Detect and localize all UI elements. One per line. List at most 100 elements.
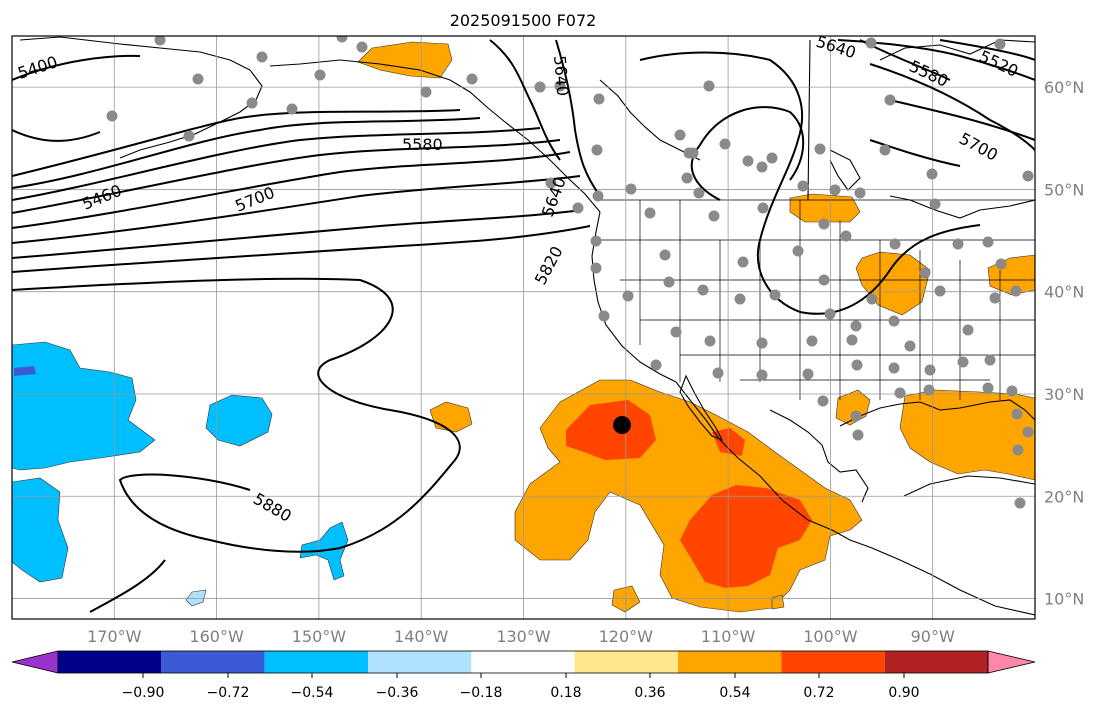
station-dot [851, 359, 863, 371]
station-dot [246, 97, 258, 109]
colorbar-segment [58, 651, 162, 673]
station-dot [598, 310, 610, 322]
station-dot [766, 152, 778, 164]
station-dot [659, 249, 671, 261]
colorbar-segment [471, 651, 575, 673]
station-dot [663, 276, 675, 288]
contour-label: 5580 [402, 135, 443, 154]
latitude-labels: 60°N 50°N 40°N 30°N 20°N 10°N [1044, 78, 1084, 608]
station-dot [866, 293, 878, 305]
station-dot [590, 235, 602, 247]
station-dot [1010, 285, 1022, 297]
station-dot [924, 364, 936, 376]
station-dot [1006, 385, 1018, 397]
station-dot [712, 367, 724, 379]
station-dot [757, 202, 769, 214]
lat-tick-label: 20°N [1044, 487, 1084, 506]
station-dot [719, 138, 731, 150]
station-dot [625, 183, 637, 195]
station-dot [806, 335, 818, 347]
station-dot [674, 129, 686, 141]
station-dot [534, 81, 546, 93]
station-dot [622, 290, 634, 302]
colorbar-tick-label: −0.36 [376, 685, 419, 701]
colorbar [11, 650, 1036, 674]
station-dot [888, 315, 900, 327]
colorbar-tick-label: 0.90 [888, 685, 919, 701]
station-dot [884, 94, 896, 106]
station-dot [994, 38, 1006, 50]
height-contours [12, 39, 1035, 613]
station-dot [420, 86, 432, 98]
station-dot [865, 37, 877, 49]
station-dot [982, 236, 994, 248]
colorbar-segment [264, 651, 368, 673]
colorbar-tick-label: −0.54 [291, 685, 334, 701]
station-dot [670, 326, 682, 338]
colorbar-tick-label: −0.90 [122, 685, 165, 701]
colorbar-extend-high [987, 650, 1036, 674]
station-dot [926, 168, 938, 180]
station-dot [592, 190, 604, 202]
station-dot [286, 103, 298, 115]
station-dot [769, 289, 781, 301]
map-frame [11, 35, 1036, 620]
station-dot [894, 387, 906, 399]
lon-tick-label: 100°W [803, 627, 858, 646]
lon-tick-label: 130°W [496, 627, 551, 646]
station-dot [852, 429, 864, 441]
station-dot [934, 285, 946, 297]
colorbar-segment [574, 651, 678, 673]
station-dot [846, 334, 858, 346]
lat-tick-label: 40°N [1044, 283, 1084, 302]
station-dot [923, 384, 935, 396]
colorbar-tick-label: −0.72 [207, 685, 250, 701]
colorbar-tick-label: 0.54 [719, 685, 750, 701]
colorbar-tick-label: 0.72 [803, 685, 834, 701]
station-dot [593, 93, 605, 105]
station-dot [554, 80, 566, 92]
station-dot [889, 238, 901, 250]
station-dot [824, 308, 836, 320]
station-dot [957, 356, 969, 368]
colorbar-segment [678, 651, 782, 673]
station-dot [929, 198, 941, 210]
station-dot [854, 187, 866, 199]
station-dot [879, 144, 891, 156]
station-dot [183, 130, 195, 142]
lon-tick-label: 160°W [189, 627, 244, 646]
lat-tick-label: 50°N [1044, 180, 1084, 199]
colorbar-extend-low [11, 650, 59, 674]
station-dot [995, 258, 1007, 270]
lon-tick-label: 90°W [911, 627, 955, 646]
lat-tick-label: 60°N [1044, 78, 1084, 97]
coastlines [19, 36, 1035, 616]
lat-tick-label: 10°N [1044, 590, 1084, 609]
station-dot [1022, 170, 1034, 182]
station-dot [192, 73, 204, 85]
station-dot [106, 110, 118, 122]
colorbar-frame [57, 650, 989, 674]
colorbar-segment [884, 651, 988, 673]
station-dot [756, 161, 768, 173]
map-title: 2025091500 F072 [450, 11, 597, 30]
station-dot [356, 41, 368, 53]
station-dot [737, 256, 749, 268]
station-dot [984, 354, 996, 366]
lon-tick-label: 140°W [394, 627, 449, 646]
station-dot [154, 36, 166, 46]
station-dot [989, 292, 1001, 304]
station-dot [703, 80, 715, 92]
colorbar-tick-label: 0.36 [634, 685, 665, 701]
contour-label: 5640 [550, 55, 572, 97]
station-dot [704, 335, 716, 347]
lon-tick-label: 170°W [87, 627, 142, 646]
station-dot [466, 73, 478, 85]
station-dot [840, 230, 852, 242]
station-dot [708, 210, 720, 222]
station-dot [256, 51, 268, 63]
station-dot [904, 340, 916, 352]
station-dot [756, 337, 768, 349]
station-dot [962, 324, 974, 336]
